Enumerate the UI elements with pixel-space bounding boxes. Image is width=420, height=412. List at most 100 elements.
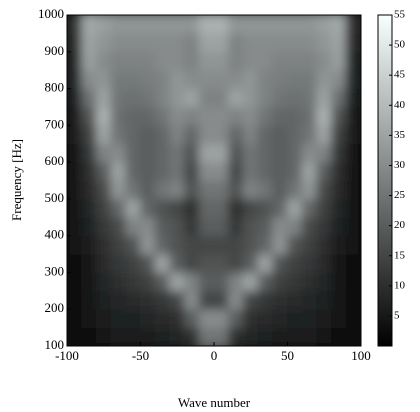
heatmap-cell: [95, 271, 112, 292]
heatmap-cell: [242, 308, 259, 329]
heatmap-cell: [316, 161, 333, 181]
heatmap-cell: [95, 198, 112, 218]
heatmap-cell: [95, 124, 112, 145]
heatmap-cell: [345, 308, 361, 329]
heatmap-cell: [125, 88, 141, 108]
heatmap-cell: [169, 216, 186, 237]
y-tick-label: 300: [45, 263, 65, 278]
heatmap-cell: [345, 235, 361, 255]
heatmap-cell: [331, 271, 347, 292]
heatmap-cell: [287, 290, 303, 310]
heatmap-cell: [184, 235, 200, 255]
heatmap-cell: [169, 271, 186, 292]
y-tick-label: 500: [45, 190, 65, 205]
heatmap-cell: [287, 124, 303, 145]
heatmap-cell: [242, 143, 259, 163]
heatmap-cell: [331, 106, 347, 126]
heatmap-cell: [345, 51, 361, 71]
heatmap-cell: [345, 143, 361, 163]
heatmap-cell: [198, 180, 215, 200]
heatmap-cell: [198, 290, 215, 310]
heatmap-cell: [301, 32, 318, 53]
heatmap-cells: [67, 15, 361, 346]
heatmap-cell: [198, 15, 215, 34]
heatmap-cell: [140, 69, 156, 90]
heatmap-cell: [301, 15, 318, 34]
heatmap-cell: [213, 143, 230, 163]
heatmap-cell: [81, 180, 97, 200]
heatmap-cell: [213, 198, 230, 218]
heatmap-cell: [154, 271, 171, 292]
heatmap-cell: [316, 15, 333, 34]
heatmap-cell: [242, 235, 259, 255]
heatmap-cell: [345, 327, 361, 346]
heatmap-cell: [154, 51, 171, 71]
heatmap-cell: [287, 216, 303, 237]
heatmap-cell: [184, 253, 200, 273]
heatmap-cell: [345, 88, 361, 108]
heatmap-cell: [154, 106, 171, 126]
heatmap-cell: [81, 327, 97, 346]
heatmap-cell: [154, 15, 171, 34]
heatmap-cell: [110, 69, 127, 90]
heatmap-cell: [287, 161, 303, 181]
heatmap-cell: [213, 15, 230, 34]
heatmap-cell: [81, 106, 97, 126]
heatmap-cell: [287, 235, 303, 255]
heatmap-cell: [287, 69, 303, 90]
y-axis-label: Frequency [Hz]: [9, 139, 24, 221]
heatmap-cell: [81, 198, 97, 218]
heatmap-cell: [316, 32, 333, 53]
heatmap-cell: [154, 88, 171, 108]
heatmap-cell: [81, 308, 97, 329]
heatmap-cell: [287, 143, 303, 163]
heatmap-cell: [257, 180, 274, 200]
heatmap-cell: [345, 106, 361, 126]
heatmap-cell: [272, 235, 288, 255]
heatmap-cell: [81, 290, 97, 310]
y-tick-label: 900: [45, 43, 65, 58]
heatmap-cell: [228, 69, 244, 90]
heatmap-cell: [125, 15, 141, 34]
heatmap-cell: [81, 143, 97, 163]
heatmap-cell: [316, 124, 333, 145]
heatmap-cell: [316, 253, 333, 273]
colorbar-tick-label: 55: [394, 9, 406, 21]
heatmap-cell: [169, 198, 186, 218]
heatmap-cell: [228, 32, 244, 53]
heatmap-cell: [184, 143, 200, 163]
heatmap-cell: [301, 88, 318, 108]
heatmap-cell: [95, 15, 112, 34]
heatmap-cell: [125, 290, 141, 310]
heatmap-cell: [316, 88, 333, 108]
heatmap-cell: [331, 180, 347, 200]
y-tick-label: 200: [45, 300, 65, 315]
heatmap-cell: [140, 143, 156, 163]
heatmap-cell: [242, 198, 259, 218]
heatmap-cell: [81, 51, 97, 71]
heatmap-cell: [154, 235, 171, 255]
heatmap-cell: [242, 180, 259, 200]
x-tick-label: 0: [211, 348, 218, 363]
heatmap-cell: [95, 308, 112, 329]
heatmap-cell: [331, 216, 347, 237]
heatmap-cell: [228, 143, 244, 163]
heatmap-cell: [301, 235, 318, 255]
heatmap-cell: [272, 161, 288, 181]
x-tick-label: -50: [132, 348, 149, 363]
heatmap-cell: [198, 51, 215, 71]
heatmap-cell: [213, 253, 230, 273]
heatmap-cell: [287, 88, 303, 108]
colorbar-tick-label: 40: [394, 99, 406, 111]
heatmap-cell: [125, 198, 141, 218]
heatmap-cell: [110, 143, 127, 163]
heatmap-cell: [184, 69, 200, 90]
heatmap-cell: [272, 180, 288, 200]
heatmap-cell: [242, 253, 259, 273]
heatmap-cell: [140, 106, 156, 126]
heatmap-cell: [316, 216, 333, 237]
heatmap-cell: [331, 253, 347, 273]
heatmap-cell: [287, 51, 303, 71]
heatmap-cell: [213, 271, 230, 292]
